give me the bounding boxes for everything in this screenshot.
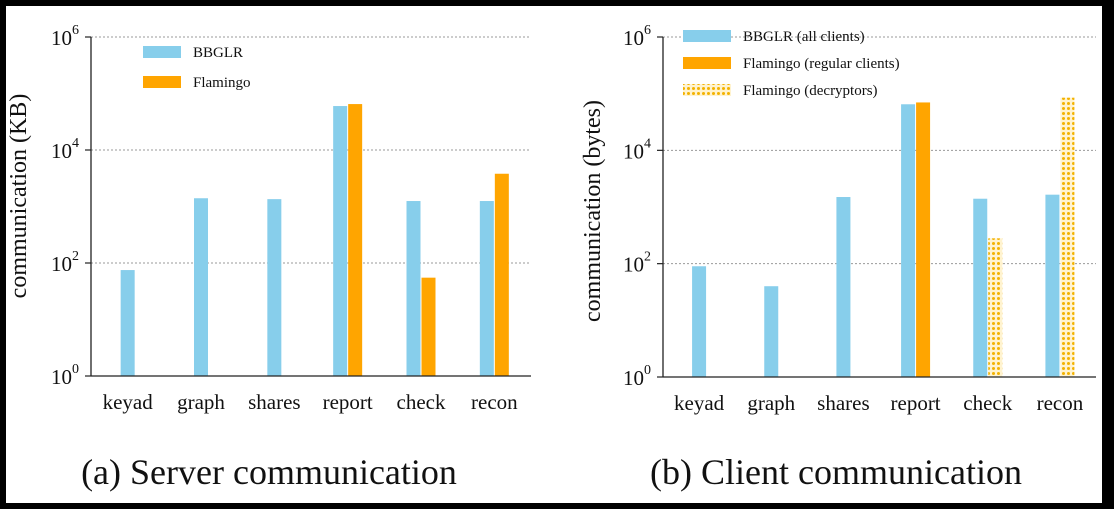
y-tick-exponent: 6	[644, 23, 651, 38]
y-tick-label: 102	[623, 250, 651, 277]
bar-recon-series-2	[1060, 97, 1075, 377]
bar-keyad-series-0	[120, 270, 135, 376]
y-tick-exponent: 4	[644, 136, 651, 151]
legend-swatch-0	[683, 30, 731, 42]
bars	[692, 97, 1075, 377]
x-tick-label-check: check	[397, 390, 446, 414]
bars	[120, 104, 509, 376]
bar-report-series-1	[348, 104, 363, 376]
x-tick-label-shares: shares	[817, 391, 869, 415]
y-tick-exponent: 4	[72, 136, 79, 151]
x-tick-label-graph: graph	[747, 391, 795, 415]
bar-check-series-0	[973, 198, 988, 377]
axes	[662, 37, 1096, 378]
legend-label-1: Flamingo (regular clients)	[743, 56, 900, 72]
bar-shares-series-0	[836, 197, 851, 377]
x-tick-label-keyad: keyad	[674, 391, 725, 415]
y-tick-base: 10	[51, 26, 72, 50]
x-tick-label-recon: recon	[471, 390, 518, 414]
panel-caption: (a) Server communication	[81, 452, 457, 492]
bar-report-series-1	[916, 102, 931, 377]
x-tick-labels: keyad graph shares report check recon	[674, 391, 1084, 415]
legend-swatch-1	[683, 57, 731, 69]
bar-report-series-0	[901, 104, 916, 377]
legend-label-0: BBGLR	[193, 45, 243, 61]
x-tick-label-check: check	[963, 391, 1012, 415]
y-tick-label: 104	[51, 136, 79, 163]
y-axis-label: communication (KB)	[6, 94, 32, 299]
y-tick-label: 106	[51, 23, 79, 50]
y-tick-base: 10	[623, 253, 644, 277]
y-axis-label: communication (bytes)	[580, 100, 606, 322]
x-tick-label-report: report	[323, 390, 373, 414]
legend-swatch-1	[143, 76, 181, 88]
legend-label-2: Flamingo (decryptors)	[743, 83, 878, 99]
y-tick-label: 100	[51, 362, 79, 389]
y-tick-label: 106	[623, 23, 651, 50]
bar-recon-series-1	[494, 173, 509, 376]
y-tick-exponent: 6	[72, 23, 79, 38]
legend: BBGLR Flamingo	[143, 45, 251, 91]
x-tick-label-graph: graph	[177, 390, 225, 414]
bar-graph-series-0	[194, 198, 208, 376]
y-tick-exponent: 2	[644, 250, 651, 265]
x-tick-label-recon: recon	[1037, 391, 1084, 415]
bar-check-series-0	[406, 201, 421, 376]
legend-swatch-2	[683, 84, 731, 96]
legend-swatch-0	[143, 46, 181, 58]
bar-report-series-0	[333, 106, 348, 376]
bar-keyad-series-0	[692, 266, 707, 377]
y-tick-base: 10	[623, 139, 644, 163]
y-tick-label: 104	[623, 136, 651, 163]
y-tick-base: 10	[623, 366, 644, 390]
y-tick-label: 102	[51, 249, 79, 276]
y-tick-base: 10	[51, 365, 72, 389]
bar-shares-series-0	[267, 199, 282, 376]
y-tick-base: 10	[51, 139, 72, 163]
y-tick-label: 100	[623, 363, 651, 390]
legend-label-0: BBGLR (all clients)	[743, 29, 865, 45]
bar-recon-series-0	[479, 201, 494, 376]
y-tick-base: 10	[623, 26, 644, 50]
y-tick-exponent: 0	[72, 362, 79, 377]
bar-graph-series-0	[764, 286, 779, 377]
figure: communication (KB) 100 102 104 106 keyad gra…	[6, 6, 1102, 503]
grid-lines	[663, 36, 1096, 265]
y-tick-exponent: 2	[72, 249, 79, 264]
panel-caption: (b) Client communication	[650, 452, 1022, 492]
y-tick-base: 10	[51, 252, 72, 276]
bar-recon-series-0	[1045, 194, 1060, 377]
bar-check-series-1	[421, 277, 436, 376]
legend: BBGLR (all clients) Flamingo (regular cli…	[683, 29, 900, 99]
bar-check-series-2	[988, 238, 1003, 377]
y-tick-exponent: 0	[644, 363, 651, 378]
x-tick-label-keyad: keyad	[103, 390, 154, 414]
axes	[90, 37, 531, 377]
grid-lines	[91, 36, 531, 264]
x-tick-label-report: report	[891, 391, 941, 415]
legend-label-1: Flamingo	[193, 75, 251, 91]
x-tick-label-shares: shares	[248, 390, 300, 414]
x-tick-labels: keyad graph shares report check recon	[103, 390, 519, 414]
